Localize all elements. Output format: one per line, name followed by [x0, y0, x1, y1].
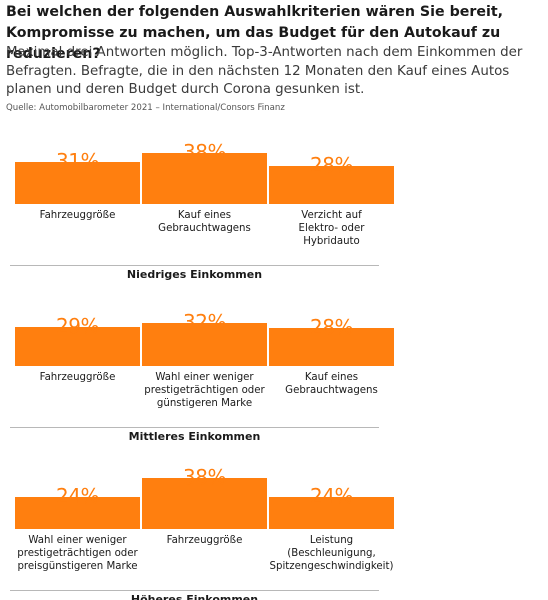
- source-note: Quelle: Automobilbarometer 2021 – Intern…: [6, 103, 285, 113]
- bar-category-label: Fahrzeuggröße: [39, 372, 116, 383]
- chart-subtitle: Maximal drei Antworten möglich. Top-3-An…: [6, 45, 523, 97]
- bar: [142, 153, 267, 204]
- bar-value-label: 28%: [310, 315, 353, 339]
- bar: [269, 328, 394, 366]
- bar-category-label: Kauf eines Gebrauchtwagens: [158, 210, 251, 234]
- bar-value-label: 38%: [183, 465, 226, 489]
- bar: [142, 478, 267, 529]
- bar: [15, 162, 140, 204]
- group-divider: [10, 427, 379, 428]
- bar-value-label: 28%: [310, 153, 353, 177]
- bar-category-label: Kauf eines Gebrauchtwagens: [285, 372, 378, 396]
- group-title: Niedriges Einkommen: [126, 268, 263, 281]
- bar-value-label: 31%: [56, 149, 99, 173]
- bar-category-label: Leistung (Beschleunigung, Spitzengeschwind…: [269, 535, 394, 572]
- bar: [269, 497, 394, 529]
- bar: [269, 166, 394, 204]
- bar-value-label: 24%: [310, 484, 353, 508]
- bar-category-label: Fahrzeuggröße: [39, 210, 116, 221]
- bar-category-label: Wahl einer weniger prestigeträchtigen ode…: [17, 535, 138, 572]
- bar: [15, 327, 140, 366]
- group-title: Mittleres Einkommen: [128, 430, 261, 443]
- bar-value-label: 24%: [56, 484, 99, 508]
- chart-title: Bei welchen der folgenden Auswahlkriteri…: [6, 4, 503, 62]
- bar-category-label: Wahl einer weniger prestigeträchtigen ode…: [144, 372, 265, 409]
- group-divider: [10, 265, 379, 266]
- group-title: Höheres Einkommen: [130, 593, 259, 600]
- bar-value-label: 38%: [183, 140, 226, 164]
- bar: [15, 497, 140, 529]
- bar: [142, 323, 267, 366]
- bar-category-label: Fahrzeuggröße: [166, 535, 243, 546]
- bar-value-label: 32%: [183, 310, 226, 334]
- bar-value-label: 29%: [56, 314, 99, 338]
- group-divider: [10, 590, 379, 591]
- bar-category-label: Verzicht auf Elektro- oder Hybridauto: [298, 210, 365, 247]
